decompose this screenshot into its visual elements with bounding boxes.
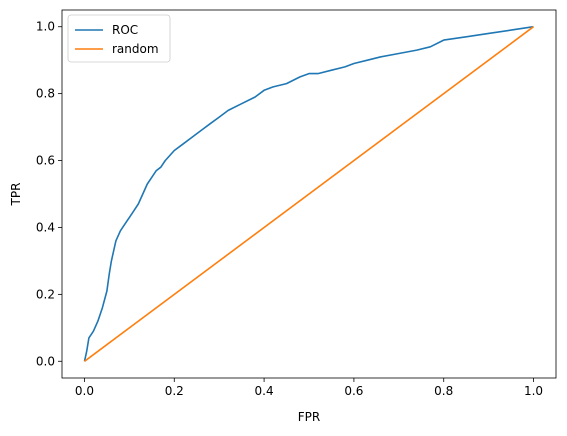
legend: ROC random xyxy=(67,14,171,63)
axes-frame xyxy=(61,9,557,379)
series-line-random xyxy=(84,26,534,362)
y-tick-label: 1.0 xyxy=(36,20,55,34)
legend-label-random: random xyxy=(112,42,159,56)
x-tick-label: 0.2 xyxy=(165,384,184,398)
series-line-ROC xyxy=(83,25,534,362)
y-axis-label: TPR xyxy=(9,183,23,207)
x-tick-label: 1.0 xyxy=(524,384,543,398)
x-tick-label: 0.4 xyxy=(255,384,274,398)
plot-area xyxy=(61,9,557,379)
y-tick-label: 0.4 xyxy=(36,220,55,234)
x-tick-label: 0.8 xyxy=(434,384,453,398)
x-tick-label: 0.0 xyxy=(75,384,94,398)
x-axis-ticks: 0.0 0.2 0.4 0.6 0.8 1.0 xyxy=(75,378,543,398)
y-axis-ticks: 0.0 0.2 0.4 0.6 0.8 1.0 xyxy=(36,20,62,368)
y-tick-label: 0.0 xyxy=(36,354,55,368)
legend-box xyxy=(67,14,171,63)
legend-label-ROC: ROC xyxy=(112,23,138,37)
y-tick-label: 0.8 xyxy=(36,87,55,101)
y-tick-label: 0.2 xyxy=(36,287,55,301)
x-tick-label: 0.6 xyxy=(344,384,363,398)
x-axis-label: FPR xyxy=(298,410,320,424)
y-tick-label: 0.6 xyxy=(36,154,55,168)
